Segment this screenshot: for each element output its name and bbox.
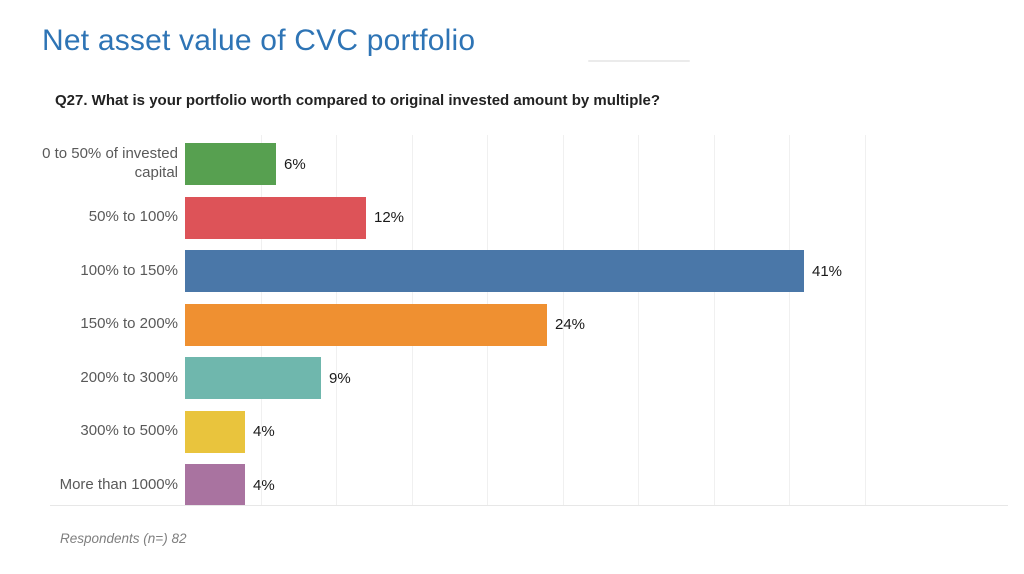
respondents-note: Respondents (n=) 82 [60,531,187,546]
question-text: Q27. What is your portfolio worth compar… [55,92,661,109]
category-label: 300% to 500% [80,422,178,440]
chart-row: 150% to 200% 24% [0,303,1010,346]
gridline [714,135,715,505]
bar [185,464,245,506]
bar [185,196,366,239]
bar-track: 41% [185,250,1010,292]
category-label: 100% to 150% [80,261,178,279]
bar-track: 24% [185,303,1010,346]
bar [185,143,276,185]
gridline [789,135,790,505]
chart-row: 0 to 50% of invested capital 6% [0,143,1010,185]
chart-rows: 0 to 50% of invested capital 6% 50% to 100… [0,143,1010,506]
chart-row: More than 1000% 4% [0,464,1010,506]
value-label: 6% [284,155,306,173]
bar-track: 4% [185,464,1010,506]
bar [185,250,804,292]
bar-track: 4% [185,410,1010,453]
category-label: 50% to 100% [88,208,178,226]
category-label: 200% to 300% [80,368,178,386]
bar-track: 9% [185,357,1010,399]
chart-row: 200% to 300% 9% [0,357,1010,399]
bar-chart: 0 to 50% of invested capital 6% 50% to 100… [0,135,1010,506]
gridline [865,135,866,505]
value-label: 4% [253,476,275,494]
gridline [563,135,564,505]
bar [185,410,245,453]
bar [185,357,321,399]
value-label: 12% [374,209,405,226]
value-label: 9% [329,369,351,387]
chart-row: 100% to 150% 41% [0,250,1010,292]
page-title: Net asset value of CVC portfolio [42,24,476,57]
title-underline-artifact [588,60,690,62]
category-label: More than 1000% [59,475,178,493]
category-label: 0 to 50% of invested capital [42,145,178,181]
value-label: 4% [253,423,275,440]
gridline [638,135,639,505]
value-label: 41% [812,262,843,280]
bar [185,303,547,346]
bar-track: 6% [185,143,1010,185]
bar-track: 12% [185,196,1010,239]
x-axis-line [50,505,1008,506]
chart-row: 300% to 500% 4% [0,410,1010,453]
value-label: 24% [555,316,586,333]
chart-row: 50% to 100% 12% [0,196,1010,239]
category-label: 150% to 200% [80,315,178,333]
